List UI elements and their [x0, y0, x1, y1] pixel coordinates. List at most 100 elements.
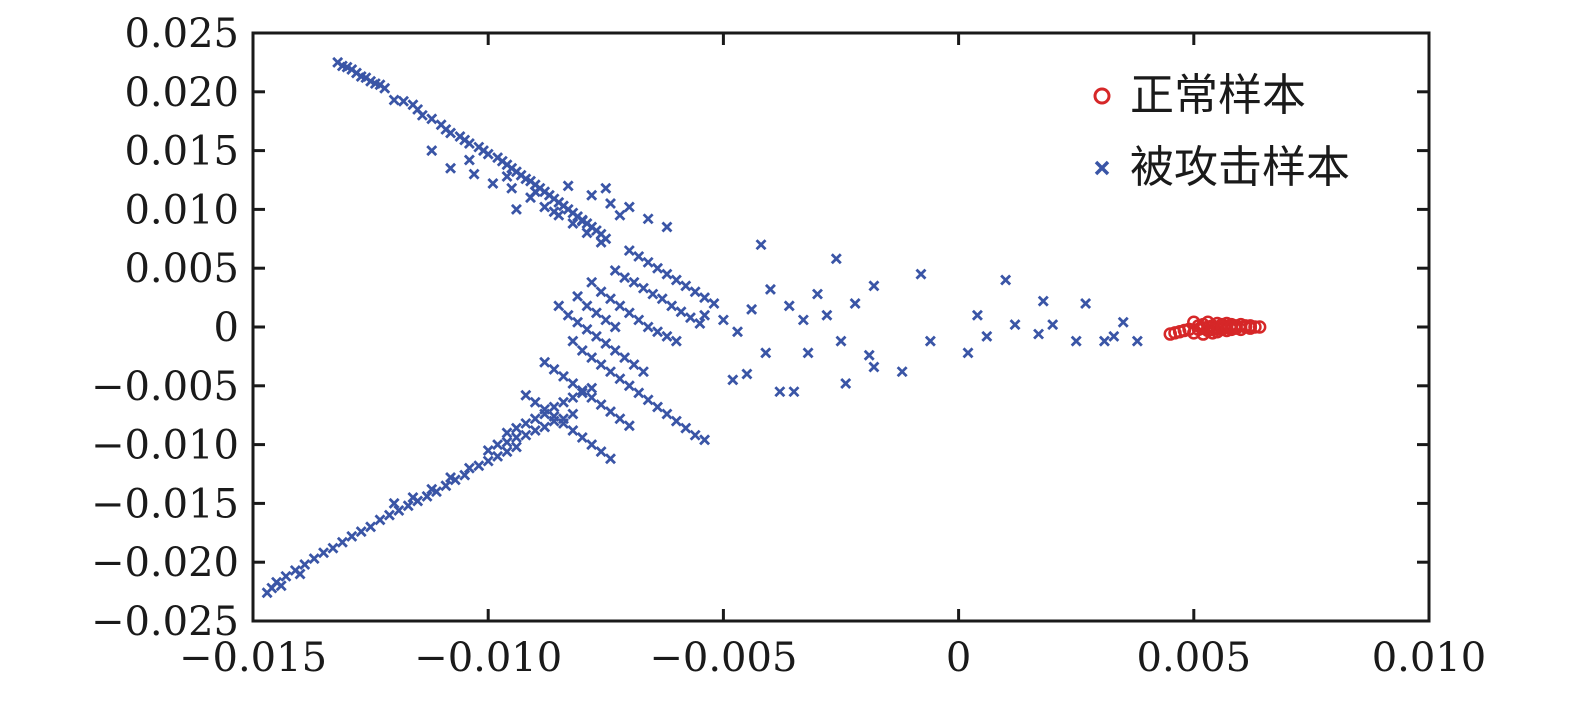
- attacked-sample-point: [764, 283, 776, 295]
- attacked-sample-point: [548, 206, 560, 218]
- attacked-sample-point: [576, 385, 588, 396]
- attacked-sample-point: [327, 542, 339, 554]
- attacked-sample-point: [605, 453, 616, 465]
- legend-item-normal: 正常样本: [1093, 70, 1306, 121]
- attacked-sample-point: [614, 300, 626, 312]
- attacked-sample-point: [1098, 335, 1110, 347]
- attacked-sample-point: [539, 356, 551, 368]
- attacked-sample-point: [605, 366, 616, 378]
- attacked-sample-point: [501, 436, 513, 448]
- attacked-sample-point: [840, 377, 852, 389]
- attacked-sample-point: [581, 227, 593, 239]
- attacked-sample-point: [1117, 316, 1129, 328]
- attacked-sample-point: [600, 337, 612, 349]
- attacked-sample-point: [1080, 297, 1092, 309]
- attacked-sample-point: [346, 530, 358, 542]
- attacked-sample-point: [539, 421, 551, 433]
- attacked-sample-point: [365, 521, 377, 533]
- attacked-sample-point: [388, 94, 400, 106]
- attacked-sample-point: [567, 424, 579, 436]
- attacked-sample-point: [675, 306, 687, 318]
- attacked-sample-point: [539, 201, 551, 213]
- attacked-sample-point: [487, 178, 499, 190]
- legend-label-attacked: 被攻击样本: [1130, 142, 1350, 193]
- attacked-sample-point: [572, 290, 584, 302]
- attacked-sample-point: [637, 366, 649, 378]
- y-tick-label: 0: [214, 305, 239, 351]
- x-tick-label: −0.005: [649, 635, 797, 681]
- attacked-sample-point: [501, 170, 513, 182]
- attacked-sample-point: [661, 221, 673, 233]
- attacked-sample-point: [510, 422, 522, 434]
- attacked-sample-point: [633, 314, 645, 326]
- attacked-sample-point: [732, 326, 744, 338]
- attacked-sample-point: [393, 504, 405, 516]
- attacked-sample-point: [529, 424, 541, 436]
- attacked-sample-point: [661, 330, 673, 342]
- attacked-sample-point: [656, 293, 668, 305]
- attacked-sample-point: [529, 396, 541, 408]
- attacked-sample-point: [440, 480, 452, 492]
- attacked-sample-point: [261, 587, 273, 599]
- legend-marker-x-icon: [1094, 160, 1110, 176]
- attacked-sample-point: [915, 268, 927, 280]
- attacked-sample-point: [463, 462, 475, 474]
- attacked-sample-point: [445, 472, 457, 484]
- attacked-sample-point: [520, 429, 532, 441]
- attacked-sample-point: [774, 386, 786, 398]
- attacked-sample-point: [614, 413, 626, 425]
- attacked-sample-point: [445, 162, 457, 174]
- attacked-sample-point: [623, 420, 635, 432]
- attacked-sample-point: [628, 359, 640, 371]
- normal-sample-point: [1252, 320, 1267, 334]
- attacked-sample-point: [623, 307, 635, 319]
- attacked-sample-point: [421, 490, 433, 502]
- attacked-sample-point: [557, 370, 569, 382]
- attacked-sample-point: [595, 236, 607, 248]
- attacked-sample-point: [308, 553, 320, 565]
- attacked-sample-point: [426, 113, 438, 125]
- attacked-sample-point: [482, 444, 494, 456]
- attacked-sample-point: [426, 483, 438, 495]
- attacked-sample-point: [463, 138, 475, 150]
- attacked-sample-point: [567, 408, 579, 420]
- attacked-sample-point: [586, 276, 598, 288]
- legend-marker-circle-icon: [1093, 87, 1111, 105]
- attacked-sample-point: [670, 274, 682, 286]
- attacked-sample-point: [1009, 319, 1021, 331]
- attacked-sample-point: [572, 316, 584, 328]
- attacked-sample-point: [379, 82, 391, 94]
- attacked-sample-point: [562, 180, 574, 192]
- attacked-sample-point: [576, 215, 588, 227]
- attacked-sample-point: [605, 198, 616, 210]
- attacked-sample-point: [623, 201, 635, 213]
- attacked-sample-point: [924, 335, 936, 347]
- attacked-sample-point: [727, 374, 739, 386]
- y-tick-label: −0.020: [91, 540, 239, 586]
- attacked-sample-point: [590, 330, 602, 342]
- attacked-sample-point: [595, 446, 607, 458]
- attacked-sample-point: [595, 399, 607, 411]
- attacked-sample-point: [520, 389, 532, 401]
- attacked-sample-point: [755, 239, 767, 251]
- attacked-sample-point: [642, 321, 654, 333]
- attacked-sample-point: [586, 382, 598, 394]
- attacked-sample-point: [510, 203, 522, 215]
- attacked-sample-point: [416, 109, 428, 121]
- attacked-sample-point: [275, 580, 287, 592]
- y-tick-label: 0.015: [124, 129, 239, 175]
- attacked-sample-point: [652, 262, 664, 274]
- attacked-sample-point: [830, 253, 842, 265]
- y-tick-label: −0.010: [91, 423, 239, 469]
- attacked-sample-point: [501, 446, 513, 458]
- attacked-sample-point: [567, 392, 579, 404]
- attacked-sample-point: [482, 455, 494, 467]
- x-tick-label: 0.010: [1372, 635, 1487, 681]
- attacked-sample-point: [717, 314, 729, 326]
- y-tick-label: 0.010: [124, 187, 239, 233]
- attacked-sample-point: [600, 182, 612, 194]
- attacked-sample-point: [557, 396, 569, 408]
- attacked-sample-point: [548, 363, 560, 375]
- attacked-sample-point: [971, 309, 983, 321]
